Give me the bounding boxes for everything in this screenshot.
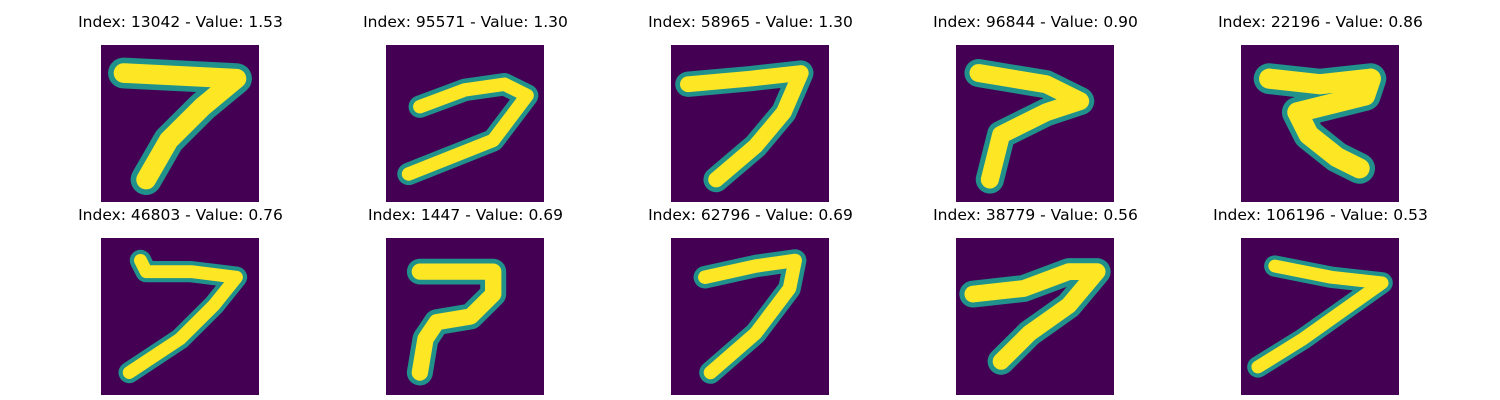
figure-title: Index: 106196 - Value: 0.53 (1213, 206, 1428, 224)
figure-title: Index: 1447 - Value: 0.69 (368, 206, 563, 224)
digit-image (671, 45, 829, 202)
figure-title: Index: 62796 - Value: 0.69 (648, 206, 853, 224)
figure-title: Index: 22196 - Value: 0.86 (1218, 13, 1423, 31)
figure-cell: Index: 13042 - Value: 1.53 (38, 10, 323, 202)
figure-title: Index: 46803 - Value: 0.76 (78, 206, 283, 224)
digit-image (386, 45, 544, 202)
figure-cell: Index: 96844 - Value: 0.90 (893, 10, 1178, 202)
figure-cell: Index: 58965 - Value: 1.30 (608, 10, 893, 202)
digit-image (1241, 238, 1399, 395)
figure-cell: Index: 1447 - Value: 0.69 (323, 203, 608, 395)
digit-image (386, 238, 544, 395)
figure-title: Index: 13042 - Value: 1.53 (78, 13, 283, 31)
digit-image (101, 45, 259, 202)
figure-cell: Index: 95571 - Value: 1.30 (323, 10, 608, 202)
figure-title: Index: 96844 - Value: 0.90 (933, 13, 1138, 31)
digit-image (956, 45, 1114, 202)
figure-cell: Index: 46803 - Value: 0.76 (38, 203, 323, 395)
figure-cell: Index: 38779 - Value: 0.56 (893, 203, 1178, 395)
figure-cell: Index: 22196 - Value: 0.86 (1178, 10, 1463, 202)
figure-cell: Index: 62796 - Value: 0.69 (608, 203, 893, 395)
figure-cell: Index: 106196 - Value: 0.53 (1178, 203, 1463, 395)
digit-image (101, 238, 259, 395)
digit-image (671, 238, 829, 395)
digit-image (1241, 45, 1399, 202)
digit-image (956, 238, 1114, 395)
figure-title: Index: 58965 - Value: 1.30 (648, 13, 853, 31)
figure-title: Index: 38779 - Value: 0.56 (933, 206, 1138, 224)
figure-title: Index: 95571 - Value: 1.30 (363, 13, 568, 31)
